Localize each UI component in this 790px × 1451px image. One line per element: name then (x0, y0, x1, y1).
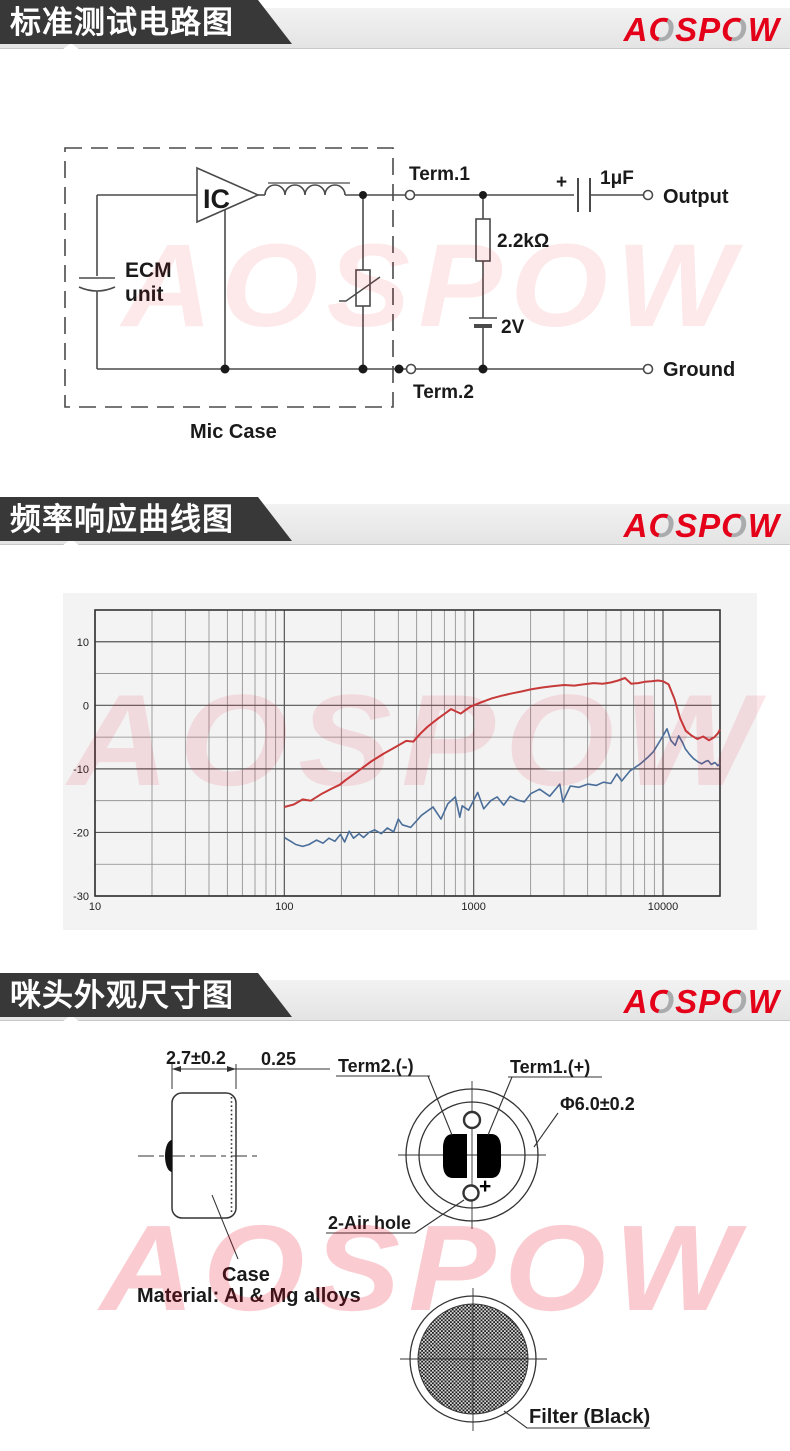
material-label: Material: Al & Mg alloys (137, 1285, 361, 1307)
ic-amplifier-triangle (196, 166, 260, 224)
test-circuit-diagram: IC ECM unit Mic Case Term.1 Term.2 2.2kΩ… (64, 147, 735, 443)
y-tick-label: 10 (77, 637, 89, 649)
filter-label: Filter (Black) (529, 1406, 650, 1428)
pcb-dimension-label: 0.25 (261, 1049, 296, 1069)
filter-leader (503, 1410, 650, 1429)
node-dot (394, 364, 404, 374)
node-dot (479, 191, 487, 199)
y-tick-label: -10 (73, 764, 89, 776)
term1-pad-label: Term1.(+) (510, 1057, 590, 1077)
air-hole-leader (414, 1199, 465, 1234)
term1-leader (487, 1076, 513, 1136)
node-dot (359, 191, 367, 199)
mic-case-boundary (64, 147, 394, 408)
logo-letter: O (648, 11, 676, 48)
aospow-logo: AOSPOW (624, 983, 780, 1021)
section-header-circuit: 标准测试电路图 AOSPOW (0, 0, 790, 56)
term2-label: Term.2 (413, 382, 474, 403)
logo-letter: W (747, 11, 780, 48)
aospow-logo: AOSPOW (624, 11, 780, 49)
header-notch (62, 1015, 80, 1022)
ic-label: IC (203, 184, 230, 214)
logo-letter: A (623, 983, 649, 1020)
ground-label: Ground (663, 359, 735, 381)
header-notch (62, 43, 80, 50)
resistor-body (475, 218, 491, 262)
case-label: Case (222, 1264, 270, 1286)
node-dot (220, 364, 230, 374)
logo-letter: S (675, 11, 699, 48)
node-dot (358, 364, 368, 374)
capacitor-label: 1μF (600, 168, 634, 189)
width-dimension-label: 2.7±0.2 (166, 1048, 226, 1068)
logo-letter: O (721, 983, 748, 1020)
section-header-frequency: 频率响应曲线图 AOSPOW (0, 497, 790, 553)
polarity-plus-mark: + (479, 1175, 491, 1198)
side-sound-port (165, 1140, 172, 1172)
x-tick-label: 10 (89, 901, 101, 913)
node-dot (478, 364, 488, 374)
series-response-blue (283, 728, 721, 848)
x-tick-label: 100 (275, 901, 293, 913)
section-title-dimensions: 咪头外观尺寸图 (0, 973, 292, 1017)
terminal-pad-term2 (443, 1134, 467, 1178)
air-hole-bottom (462, 1184, 480, 1202)
mic-case-label: Mic Case (190, 421, 277, 443)
air-hole-label: 2-Air hole (328, 1213, 411, 1233)
resistor-label: 2.2kΩ (497, 231, 549, 252)
terminal-circle-term2 (405, 363, 417, 375)
terminal-circle-output (642, 189, 654, 201)
y-tick-label: 0 (83, 700, 89, 712)
diameter-leader (533, 1112, 559, 1148)
term1-label: Term.1 (409, 164, 470, 185)
logo-letter: S (675, 507, 699, 544)
dim-arrow (227, 1066, 236, 1072)
capacitor-plus-label: + (556, 172, 567, 193)
logo-letter: O (648, 983, 676, 1020)
term2-leader (427, 1075, 453, 1136)
section-title-circuit: 标准测试电路图 (0, 0, 292, 44)
section-header-dimensions: 咪头外观尺寸图 AOSPOW (0, 973, 790, 1029)
logo-letter: O (648, 507, 676, 544)
logo-letter: P (698, 507, 722, 544)
varistor-diagonal (339, 276, 381, 302)
logo-letter: A (623, 507, 649, 544)
logo-letter: P (698, 983, 722, 1020)
varistor-body (355, 269, 371, 307)
section-title-frequency: 频率响应曲线图 (0, 497, 292, 541)
logo-letter: W (747, 507, 780, 544)
term2-pad-label: Term2.(-) (338, 1056, 414, 1076)
terminal-pad-term1 (477, 1134, 501, 1178)
terminal-circle-ground (642, 363, 654, 375)
air-hole-top (462, 1110, 482, 1130)
x-tick-label: 1000 (461, 901, 485, 913)
inductor-coil (264, 184, 346, 196)
dimension-drawings: 2.7±0.2 0.25 Case Material: Al & Mg allo… (137, 1048, 650, 1431)
voltage-label: 2V (501, 317, 525, 338)
logo-letter: W (747, 983, 780, 1020)
ecm-label-1: ECM (125, 259, 172, 282)
y-tick-label: -20 (73, 827, 89, 839)
logo-letter: O (721, 507, 748, 544)
ecm-label-2: unit (125, 283, 163, 306)
aospow-logo: AOSPOW (624, 507, 780, 545)
logo-letter: O (721, 11, 748, 48)
y-tick-label: -30 (73, 891, 89, 903)
output-label: Output (663, 186, 729, 208)
header-notch (62, 539, 80, 546)
x-tick-label: 10000 (648, 901, 679, 913)
ecm-capacitor-plate (78, 286, 116, 292)
logo-letter: P (698, 11, 722, 48)
diameter-label: Φ6.0±0.2 (560, 1094, 635, 1114)
frequency-response-figure: 10 0 -10 -20 -30 10 100 1000 10000 AOSPOW (63, 593, 757, 930)
series-response-red (284, 677, 721, 808)
plot-border (94, 609, 721, 897)
dim-arrow (172, 1066, 181, 1072)
logo-letter: A (623, 11, 649, 48)
logo-letter: S (675, 983, 699, 1020)
case-leader-line (211, 1194, 239, 1260)
terminal-circle-term1 (404, 189, 416, 201)
